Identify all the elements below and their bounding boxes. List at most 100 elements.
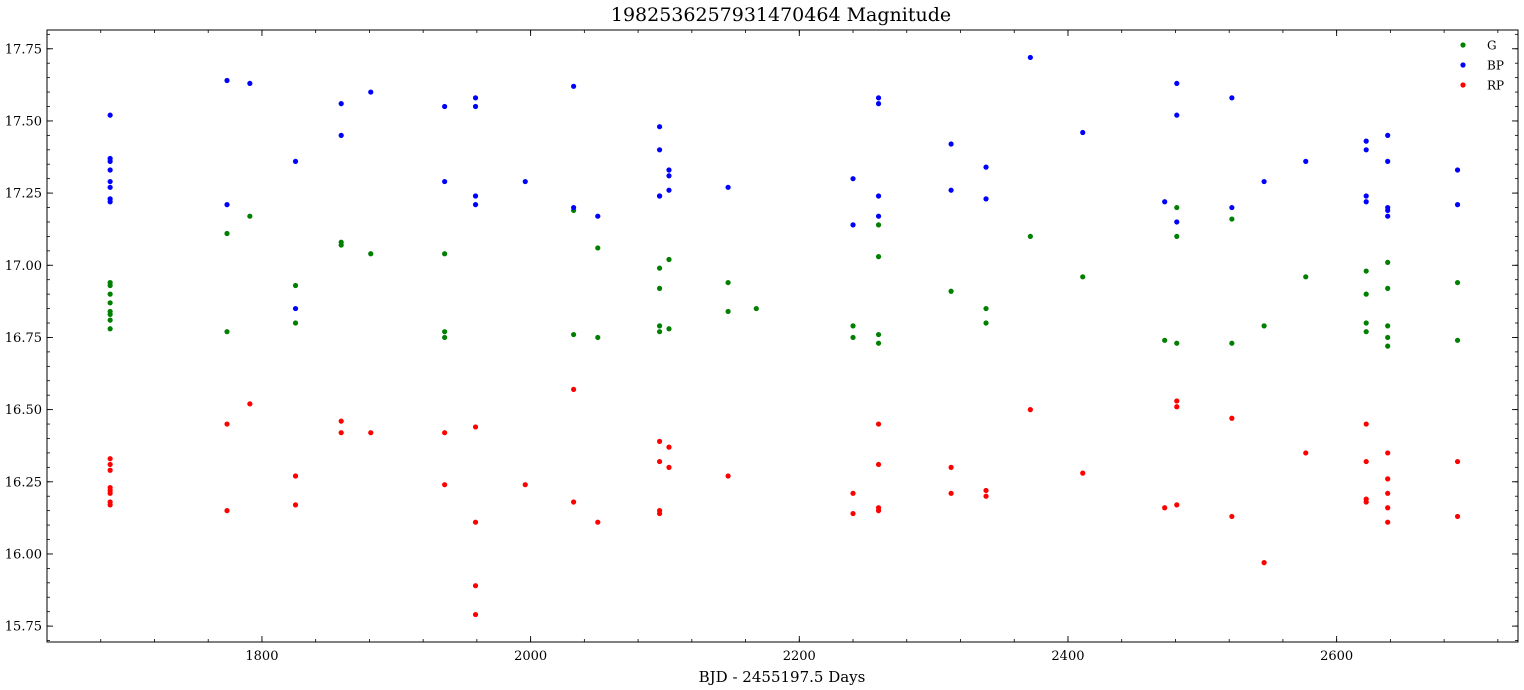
data-point <box>656 438 663 444</box>
data-point <box>107 158 113 164</box>
data-point <box>948 464 954 470</box>
data-point <box>1363 193 1369 199</box>
data-point <box>1454 513 1461 520</box>
data-point <box>983 320 989 326</box>
data-point <box>656 124 663 130</box>
data-point <box>983 164 989 170</box>
data-point <box>1385 213 1391 219</box>
plot-area <box>46 29 1519 643</box>
data-point <box>1385 519 1391 525</box>
data-point <box>656 147 663 153</box>
data-point <box>107 300 113 306</box>
data-point <box>1385 285 1391 291</box>
data-point <box>875 340 882 346</box>
data-point <box>656 193 663 199</box>
data-point <box>875 461 882 468</box>
data-point <box>107 308 113 315</box>
data-point <box>1162 337 1168 343</box>
data-point <box>1261 323 1267 329</box>
y-tick-label: 16.25 <box>5 475 42 490</box>
data-point <box>1174 502 1180 508</box>
data-point <box>247 213 253 219</box>
data-point <box>107 291 113 297</box>
data-point <box>442 430 448 436</box>
axis-ticks: 1800 2000 2200 2400 2600 15.75 16.00 16.25 16.50… <box>5 30 1518 664</box>
data-point <box>368 251 374 257</box>
data-point <box>1454 458 1461 465</box>
data-point <box>1229 95 1235 101</box>
data-point <box>753 305 759 312</box>
data-point <box>571 499 577 505</box>
data-point <box>107 167 113 173</box>
data-point <box>1174 219 1180 225</box>
data-point <box>1363 458 1369 465</box>
data-point <box>1385 334 1391 341</box>
data-point <box>1385 132 1391 138</box>
data-point <box>292 282 299 289</box>
data-point <box>1385 476 1391 482</box>
legend-label: BP <box>1487 59 1504 73</box>
data-point <box>725 473 731 479</box>
data-point <box>107 502 113 508</box>
data-point <box>666 173 672 179</box>
legend: G BP RP <box>1460 39 1504 93</box>
data-point <box>368 430 374 436</box>
data-point <box>983 196 989 202</box>
data-point <box>875 331 882 338</box>
data-point <box>1162 505 1168 511</box>
data-point <box>1229 340 1235 346</box>
data-point <box>850 176 856 182</box>
data-point <box>442 334 448 341</box>
data-point <box>107 112 113 118</box>
data-point <box>338 101 344 107</box>
data-point <box>1303 158 1309 164</box>
data-point <box>1229 204 1235 211</box>
data-point <box>983 493 989 499</box>
data-point <box>1363 199 1369 205</box>
data-point <box>666 256 672 263</box>
data-point <box>1229 216 1235 222</box>
data-point <box>1303 274 1309 280</box>
data-point <box>1454 202 1461 208</box>
data-point <box>875 508 882 514</box>
data-point <box>666 187 672 193</box>
data-point <box>948 141 954 147</box>
data-point <box>983 305 989 312</box>
data-point <box>472 611 479 618</box>
data-point <box>656 458 663 465</box>
data-point <box>472 519 479 525</box>
y-tick-label: 17.50 <box>5 114 42 129</box>
y-tick-label: 16.50 <box>5 403 42 418</box>
data-point <box>1385 450 1391 456</box>
data-point <box>1385 259 1391 265</box>
data-point <box>875 213 882 219</box>
data-point <box>850 510 856 517</box>
data-point <box>247 401 253 407</box>
data-point <box>656 285 663 291</box>
data-point <box>107 490 113 496</box>
legend-item-bp: BP <box>1460 59 1504 73</box>
series-bp <box>107 54 1461 312</box>
data-point <box>1027 407 1033 413</box>
data-point <box>1303 450 1309 456</box>
data-point <box>107 199 113 205</box>
data-point <box>107 461 113 468</box>
data-point <box>1261 178 1267 185</box>
data-point <box>224 230 230 237</box>
data-point <box>224 202 230 208</box>
series-rp <box>107 386 1461 618</box>
data-point <box>1454 167 1461 173</box>
x-axis-label: BJD - 2455197.5 Days <box>699 668 866 686</box>
data-point <box>1363 329 1369 335</box>
data-point <box>875 222 882 228</box>
data-point <box>1385 343 1391 349</box>
data-point <box>1363 421 1369 427</box>
data-point <box>107 279 113 286</box>
data-point <box>666 326 672 332</box>
y-tick-label: 17.25 <box>5 187 42 202</box>
data-point <box>666 167 672 173</box>
data-point <box>338 242 344 248</box>
data-point <box>1454 337 1461 343</box>
data-point <box>875 254 882 260</box>
data-point <box>656 510 663 517</box>
